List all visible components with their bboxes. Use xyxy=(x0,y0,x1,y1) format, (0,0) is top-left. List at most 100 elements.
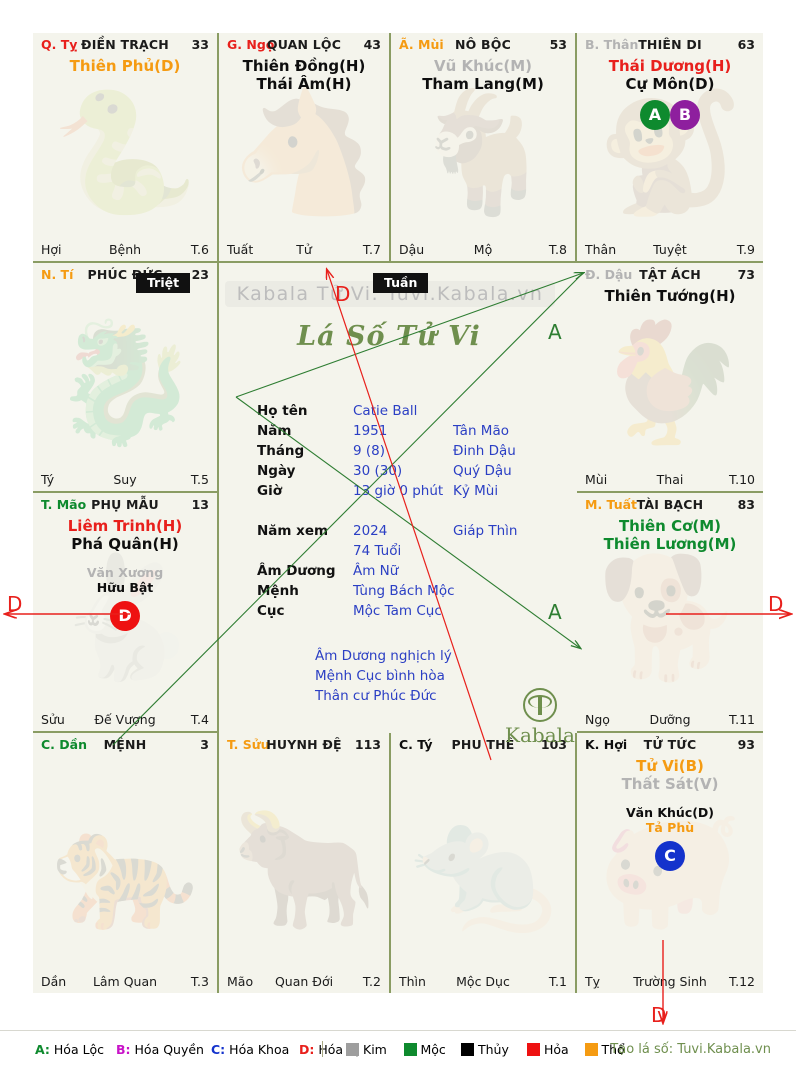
note-line: Mệnh Cục bình hòa xyxy=(315,668,445,684)
cell-header: G. Ngọ QUAN LỘC 43 xyxy=(219,33,389,55)
footer-chi: Ngọ xyxy=(585,712,610,727)
major-star: Thất Sát(V) xyxy=(621,775,719,794)
kabala-logo: Kabala xyxy=(497,688,583,747)
footer-index: T.7 xyxy=(362,242,381,257)
footer-chi: Thìn xyxy=(399,974,426,989)
stars-block: Liêm Trinh(H) Phá Quân(H) Văn Xương Hữu Bật… xyxy=(33,517,217,632)
hoa-badges: C xyxy=(577,835,763,872)
palace-cell-phuc-duc[interactable]: 🐉 N. Tí PHÚC ĐỨC 23 Tý Suy T.5 xyxy=(33,263,219,493)
palace-cell-thien-di[interactable]: 🐒 B. Thân THIÊN DI 63 Thái Dương(H) Cự Mô… xyxy=(577,33,763,263)
stars-block: Thiên Đồng(H) Thái Âm(H) xyxy=(219,57,389,94)
cell-footer: Tuất Tử T.7 xyxy=(219,239,389,261)
can-chi-label: N. Tí xyxy=(41,267,74,282)
analysis-notes: Âm Dương nghịch lý Mệnh Cục bình hòa Thân … xyxy=(315,646,452,706)
footer-chi: Thân xyxy=(585,242,617,257)
footer-trangsinh: Tử xyxy=(296,242,312,257)
zodiac-watermark: 🐍 xyxy=(51,82,199,221)
cell-footer: Thìn Mộc Dục T.1 xyxy=(391,971,575,993)
legend-key: B: xyxy=(116,1042,131,1057)
info-value-primary: 30 (30) xyxy=(353,463,403,479)
footer-trangsinh: Lâm Quan xyxy=(92,974,158,989)
info-value-primary: 1951 xyxy=(353,423,388,439)
cell-footer: Dậu Mộ T.8 xyxy=(391,239,575,261)
info-label: Tháng xyxy=(257,443,305,459)
footer-trangsinh: Mộc Dục xyxy=(456,974,510,989)
footer-chi: Tỵ xyxy=(585,974,601,989)
footer-chi: Tý xyxy=(41,472,55,487)
palace-cell-phu-the[interactable]: 🐀 C. Tý PHU THÊ 103 Thìn Mộc Dục T.1 xyxy=(391,733,577,993)
footer-index: T.6 xyxy=(190,242,209,257)
can-chi-label: G. Ngọ xyxy=(227,37,275,52)
color-swatch xyxy=(527,1043,540,1056)
can-chi-label: Ã. Mùi xyxy=(399,37,444,52)
arrow-label-A: A xyxy=(548,320,562,344)
legend-element-Thủy: Thủy xyxy=(461,1042,509,1057)
hoa-badges: D xyxy=(33,595,217,632)
can-chi-label: K. Hợi xyxy=(585,737,628,752)
color-swatch xyxy=(403,1043,417,1056)
hoa-badge-D[interactable]: D xyxy=(110,601,140,632)
legend-label: Mộc xyxy=(420,1042,446,1057)
footer-chi: Hợi xyxy=(41,242,62,257)
stars-block: Thiên Cơ(M) Thiên Lương(M) xyxy=(577,517,763,554)
footer-chi: Dần xyxy=(41,974,67,989)
footer-trangsinh: Mộ xyxy=(473,242,493,257)
palace-age: 3 xyxy=(200,737,209,752)
cell-footer: Dần Lâm Quan T.3 xyxy=(33,971,217,993)
info-label: Cục xyxy=(257,603,285,619)
palace-name: TỬ TỨC xyxy=(643,737,697,752)
info-value-secondary: Đinh Dậu xyxy=(453,443,516,459)
stars-block: Thiên Tướng(H) xyxy=(577,287,763,305)
footer-trangsinh: Đế Vượng xyxy=(94,712,156,727)
palace-cell-phu-mau[interactable]: 🐇 T. Mão PHỤ MẪU 13 Liêm Trinh(H) Phá Quâ… xyxy=(33,493,219,733)
info-label: Giờ xyxy=(257,483,282,499)
palace-cell-quan-loc[interactable]: 🐴 G. Ngọ QUAN LỘC 43 Thiên Đồng(H) Thái Â… xyxy=(219,33,391,263)
footer-trangsinh: Trường Sinh xyxy=(633,974,707,989)
palace-cell-dien-trach[interactable]: 🐍 Q. Tỵ ĐIỀN TRẠCH 33 Thiên Phủ(D) Hợi B… xyxy=(33,33,219,263)
legend-key: D: xyxy=(299,1042,315,1057)
tree-icon xyxy=(523,688,557,722)
info-value-secondary: Quý Dậu xyxy=(453,463,512,479)
info-value-primary: Mộc Tam Cục xyxy=(353,603,442,619)
footer-trangsinh: Quan Đới xyxy=(274,974,334,989)
hoa-badge-C[interactable]: C xyxy=(655,841,685,872)
cell-header: M. Tuất TÀI BẠCH 83 xyxy=(577,493,763,515)
palace-name: MỆNH xyxy=(103,737,147,752)
footer-chi: Mão xyxy=(227,974,254,989)
footer-index: T.4 xyxy=(190,712,209,727)
info-value-secondary: Kỷ Mùi xyxy=(453,483,499,499)
info-label: Năm xem xyxy=(257,523,329,539)
hoa-badge-B[interactable]: B xyxy=(670,99,700,130)
footer-trangsinh: Dưỡng xyxy=(649,712,691,727)
palace-age: 33 xyxy=(191,37,209,52)
note-line: Âm Dương nghịch lý xyxy=(315,648,452,664)
palace-cell-tu-tuc[interactable]: 🐖 K. Hợi TỬ TỨC 93 Tử Vi(B)Thất Sát(V)Vă… xyxy=(577,733,763,993)
palace-cell-no-boc[interactable]: 🐐 Ã. Mùi NÔ BỘC 53 Vũ Khúc(M) Tham Lang(M… xyxy=(391,33,577,263)
major-star: Thiên Lương(M) xyxy=(603,535,737,554)
palace-cell-tai-bach[interactable]: 🐕 M. Tuất TÀI BẠCH 83 Thiên Cơ(M) Thiên L… xyxy=(577,493,763,733)
footer-chi: Dậu xyxy=(399,242,425,257)
legend-hoa-A: A: Hóa Lộc xyxy=(35,1042,104,1057)
cell-footer: Hợi Bệnh T.6 xyxy=(33,239,217,261)
palace-name: TÀI BẠCH xyxy=(636,497,704,512)
info-value-primary: 2024 xyxy=(353,523,388,539)
cell-footer: Ngọ Dưỡng T.11 xyxy=(577,709,763,731)
palace-cell-menh[interactable]: 🐅 C. Dần MỆNH 3 Dần Lâm Quan T.3 xyxy=(33,733,219,993)
footer-trangsinh: Tuyệt xyxy=(653,242,687,257)
hoa-badge-A[interactable]: A xyxy=(640,99,670,130)
can-chi-label: Q. Tỵ xyxy=(41,37,78,52)
arrow-label-D: D xyxy=(768,592,784,616)
info-value-primary: 13 giờ 0 phút xyxy=(353,483,444,499)
cell-footer: Mùi Thai T.10 xyxy=(577,469,763,491)
palace-age: 13 xyxy=(191,497,209,512)
zodiac-watermark: 🐀 xyxy=(409,799,557,938)
color-swatch xyxy=(584,1043,598,1056)
palace-cell-tat-ach[interactable]: 🐓 Đ. Dậu TẬT ÁCH 73 Thiên Tướng(H) Mùi T… xyxy=(577,263,763,493)
palace-name: NÔ BỘC xyxy=(455,37,511,52)
legend-label: Thủy xyxy=(478,1042,509,1057)
info-label: Mệnh xyxy=(257,583,299,599)
minor-star: Tả Phù xyxy=(645,819,695,835)
zodiac-watermark: 🐐 xyxy=(409,82,557,221)
palace-cell-huynh-de[interactable]: 🐂 T. Sửu HUYNH ĐỆ 113 Mão Quan Đới T.2 xyxy=(219,733,391,993)
